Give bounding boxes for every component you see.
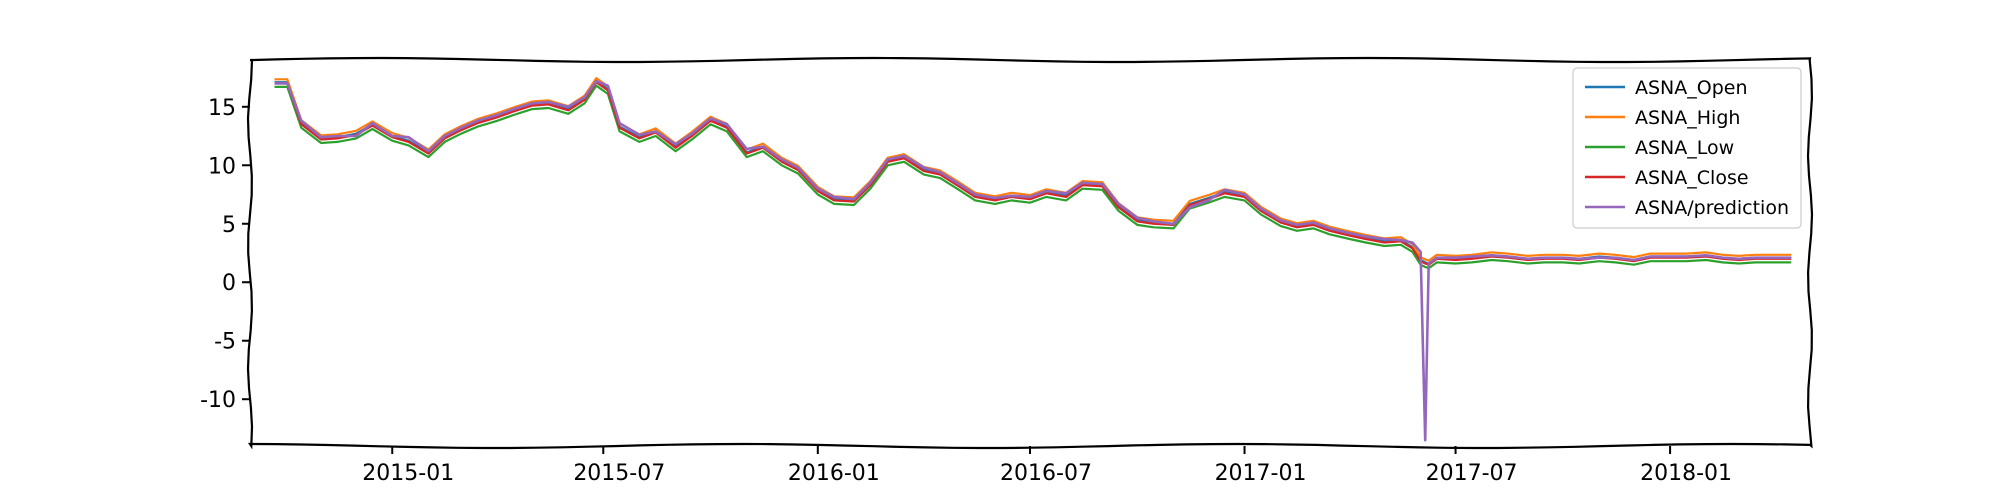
y-axis-tick-labels: 15 10 5 0 -5 -10 <box>200 96 236 413</box>
x-tick-label-6: 2018-01 <box>1640 461 1732 486</box>
legend-box <box>1572 67 1802 229</box>
y-tick-label-1: 10 <box>208 154 236 179</box>
y-tick-label-5: -10 <box>200 388 236 413</box>
series-line-asna-low <box>274 84 1792 270</box>
legend-entry-3: ASNA_Close <box>1635 167 1749 189</box>
x-tick-label-3: 2016-07 <box>1000 461 1092 486</box>
legend-entry-0: ASNA_Open <box>1635 77 1748 99</box>
series-line-asna-open <box>274 79 1792 265</box>
x-tick-label-2: 2016-01 <box>788 461 880 486</box>
plot-lines <box>274 76 1792 442</box>
x-tick-label-1: 2015-07 <box>573 461 665 486</box>
x-tick-label-4: 2017-01 <box>1215 461 1307 486</box>
x-tick-label-5: 2017-07 <box>1426 461 1518 486</box>
x-tick-label-0: 2015-01 <box>362 461 454 486</box>
legend-entry-1: ASNA_High <box>1635 107 1740 129</box>
y-tick-label-0: 15 <box>208 96 236 121</box>
series-line-asna-prediction <box>274 79 1792 442</box>
legend-entry-4: ASNA/prediction <box>1635 197 1789 219</box>
plot-frame <box>246 56 1814 450</box>
y-tick-label-3: 0 <box>222 271 236 296</box>
x-axis-tick-labels: 2015-01 2015-07 2016-01 2016-07 2017-01 2017-… <box>362 461 1732 486</box>
series-line-asna-high <box>274 76 1792 262</box>
series-line-asna-close <box>274 81 1792 266</box>
legend-entry-2: ASNA_Low <box>1635 137 1734 159</box>
legend: ASNA_Open ASNA_High ASNA_Low ASNA_Close ASNA… <box>1572 67 1802 229</box>
axis-ticks <box>242 105 1672 454</box>
y-tick-label-2: 5 <box>222 213 236 238</box>
y-tick-label-4: -5 <box>214 330 236 355</box>
